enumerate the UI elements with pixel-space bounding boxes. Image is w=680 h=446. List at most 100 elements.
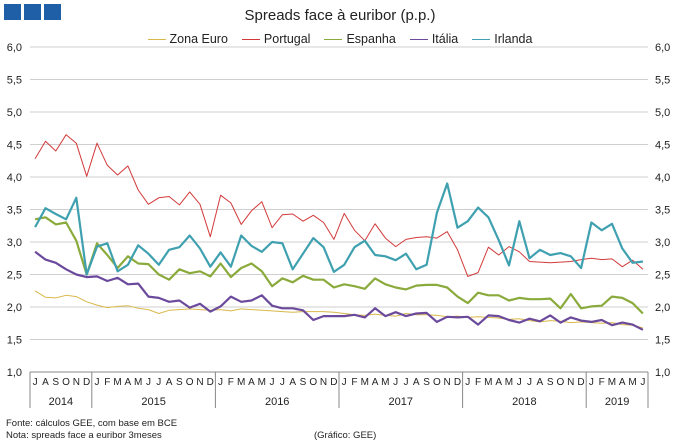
x-tick-label: O <box>309 377 317 388</box>
y-tick-label-left: 4,5 <box>7 140 22 152</box>
series-line-it-lia <box>34 250 644 331</box>
y-tick-label-right: 4,0 <box>655 172 670 184</box>
x-tick-label: D <box>83 377 90 388</box>
x-tick-label: J <box>589 377 594 388</box>
x-tick-label: O <box>186 377 194 388</box>
chart-title: Spreads face à euribor (p.p.) <box>244 7 436 24</box>
x-tick-label: F <box>104 377 110 388</box>
y-tick-label-right: 2,0 <box>655 302 670 314</box>
y-tick-label-left: 6,0 <box>7 42 22 54</box>
x-tick-label: A <box>619 377 626 388</box>
year-label: 2019 <box>605 396 629 408</box>
x-tick-label: A <box>495 377 502 388</box>
y-tick-label-left: 5,0 <box>7 107 22 119</box>
x-tick-label: D <box>454 377 461 388</box>
year-label: 2016 <box>265 396 289 408</box>
y-tick-label-right: 5,5 <box>655 75 670 87</box>
x-tick-label: J <box>94 377 99 388</box>
x-tick-label: D <box>330 377 337 388</box>
legend-swatch <box>147 38 166 40</box>
x-tick-label: A <box>413 377 420 388</box>
x-tick-label: A <box>42 377 49 388</box>
x-tick-label: D <box>577 377 584 388</box>
x-tick-label: O <box>62 377 70 388</box>
x-tick-label: M <box>608 377 616 388</box>
x-tick-label: M <box>505 377 513 388</box>
y-tick-label-right: 2,5 <box>655 270 670 282</box>
x-tick-label: M <box>361 377 369 388</box>
legend-item-irlanda: Irlanda <box>472 32 532 46</box>
x-tick-label: J <box>342 377 347 388</box>
y-tick-label-left: 2,0 <box>7 302 22 314</box>
x-tick-label: S <box>176 377 183 388</box>
x-tick-label: A <box>537 377 544 388</box>
chart-credit: (Gráfico: GEE) <box>314 430 377 441</box>
chart-legend: Zona Euro Portugal Espanha Itália Irlanda <box>0 32 680 46</box>
legend-label: Zona Euro <box>169 32 228 46</box>
x-tick-label: M <box>381 377 389 388</box>
y-tick-label-left: 3,5 <box>7 205 22 217</box>
y-tick-label-right: 1,5 <box>655 335 670 347</box>
y-tick-label-right: 3,0 <box>655 237 670 249</box>
legend-item-it-lia: Itália <box>409 32 459 46</box>
x-tick-label: J <box>403 377 408 388</box>
x-tick-label: J <box>517 377 522 388</box>
x-tick-label: J <box>33 377 38 388</box>
x-tick-label: A <box>166 377 173 388</box>
x-tick-label: F <box>475 377 481 388</box>
header-block-2 <box>24 4 41 20</box>
x-tick-label: D <box>207 377 214 388</box>
y-tick-label-right: 5,0 <box>655 107 670 119</box>
x-tick-label: O <box>433 377 441 388</box>
y-tick-label-left: 1,5 <box>7 335 22 347</box>
x-tick-label: M <box>258 377 266 388</box>
x-tick-label: N <box>196 377 203 388</box>
series-line-portugal <box>34 134 644 277</box>
x-tick-label: A <box>125 377 132 388</box>
legend-label: Portugal <box>263 32 311 46</box>
legend-label: Espanha <box>346 32 396 46</box>
year-label: 2018 <box>512 396 536 408</box>
year-label: 2017 <box>389 396 413 408</box>
x-tick-label: A <box>372 377 379 388</box>
header-block-3 <box>44 4 61 20</box>
legend-item-zona-euro: Zona Euro <box>147 32 228 46</box>
legend-item-espanha: Espanha <box>324 32 396 46</box>
x-tick-label: A <box>289 377 296 388</box>
x-tick-label: F <box>599 377 605 388</box>
legend-label: Irlanda <box>494 32 533 46</box>
x-tick-label: M <box>628 377 636 388</box>
x-tick-label: J <box>146 377 151 388</box>
source-note: Fonte: cálculos GEE, com base em BCE <box>6 418 178 429</box>
x-tick-label: J <box>270 377 275 388</box>
series-line-irlanda <box>34 182 644 276</box>
legend-item-portugal: Portugal <box>241 32 311 46</box>
year-label: 2015 <box>141 396 165 408</box>
x-tick-label: S <box>423 377 430 388</box>
x-tick-label: A <box>248 377 255 388</box>
y-tick-label-left: 3,0 <box>7 237 22 249</box>
y-tick-label-right: 6,0 <box>655 42 670 54</box>
x-tick-label: F <box>228 377 234 388</box>
y-tick-label-left: 2,5 <box>7 270 22 282</box>
x-tick-label: J <box>280 377 285 388</box>
series-line-espanha <box>34 216 644 315</box>
y-tick-label-left: 5,5 <box>7 75 22 87</box>
footnote: Nota: spreads face a euribor 3meses <box>6 430 162 441</box>
x-tick-label: S <box>300 377 307 388</box>
x-tick-label: J <box>527 377 532 388</box>
x-tick-label: O <box>557 377 565 388</box>
series-line-zona-euro <box>34 290 644 329</box>
y-tick-label-right: 3,5 <box>655 205 670 217</box>
x-tick-label: M <box>113 377 121 388</box>
x-tick-label: N <box>444 377 451 388</box>
legend-swatch <box>241 38 260 40</box>
x-tick-label: J <box>156 377 161 388</box>
legend-label: Itália <box>431 32 459 46</box>
x-tick-label: N <box>320 377 327 388</box>
y-tick-label-left: 4,0 <box>7 172 22 184</box>
legend-swatch <box>324 38 343 40</box>
header-block-1 <box>4 4 21 20</box>
x-tick-label: M <box>484 377 492 388</box>
